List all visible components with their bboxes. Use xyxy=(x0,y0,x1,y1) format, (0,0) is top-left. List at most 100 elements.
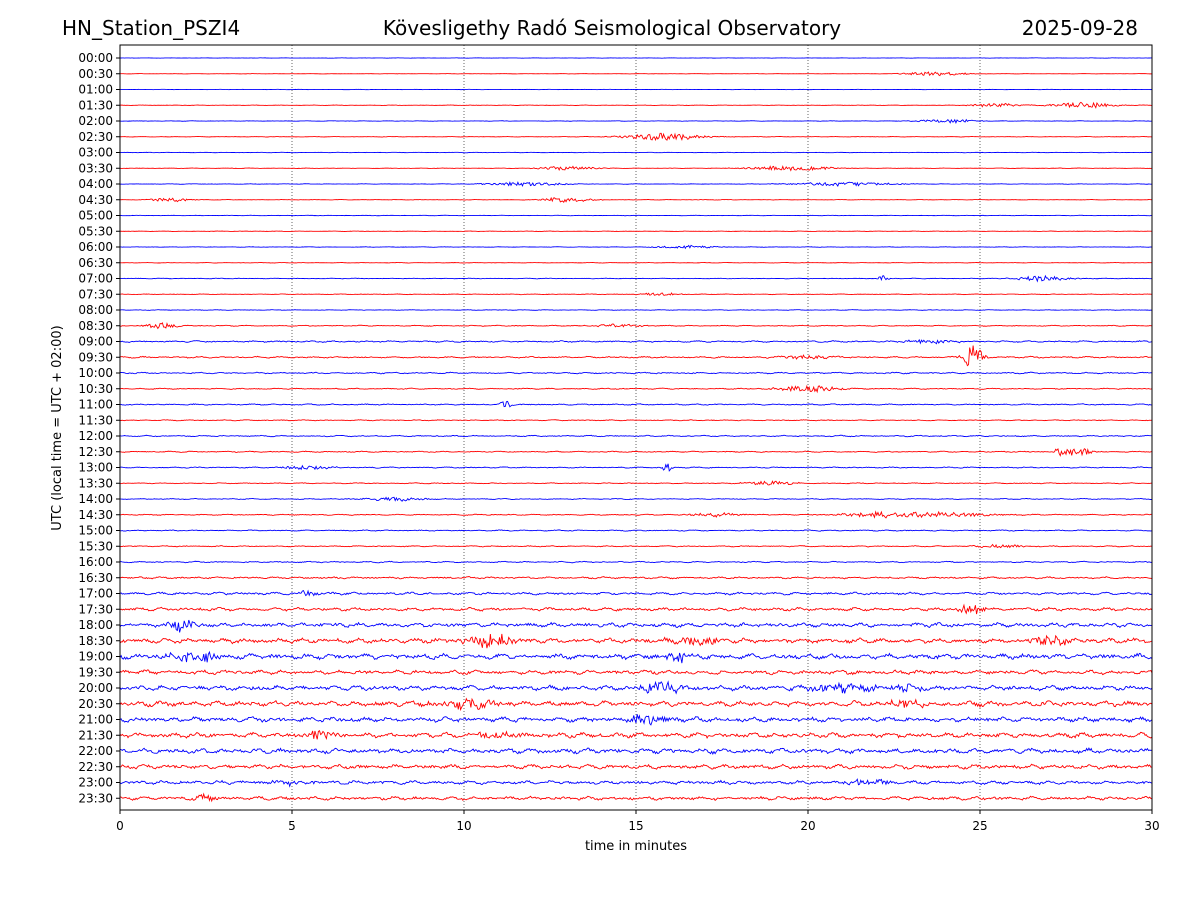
y-axis-label: UTC (local time = UTC + 02:00) xyxy=(50,325,65,530)
y-tick-label: 02:30 xyxy=(78,130,113,144)
y-tick-label: 09:30 xyxy=(78,350,113,364)
x-tick-label: 15 xyxy=(628,819,643,833)
y-tick-label: 11:00 xyxy=(78,398,113,412)
y-tick-label: 15:30 xyxy=(78,539,113,553)
trace-0830 xyxy=(119,322,1153,330)
x-axis-label: time in minutes xyxy=(585,839,687,854)
y-tick-label: 10:30 xyxy=(78,382,113,396)
x-tick-label: 5 xyxy=(288,819,296,833)
y-tick-label: 10:00 xyxy=(78,366,113,380)
y-tick-label: 09:00 xyxy=(78,335,113,349)
y-tick-label: 19:00 xyxy=(78,650,113,664)
trace-2330 xyxy=(119,792,1153,803)
y-tick-label: 20:30 xyxy=(78,697,113,711)
x-tick-label: 30 xyxy=(1144,819,1159,833)
trace-1200 xyxy=(119,434,1153,438)
y-tick-label: 08:00 xyxy=(78,303,113,317)
trace-1700 xyxy=(119,589,1153,597)
trace-0730 xyxy=(119,292,1153,296)
x-tick-label: 20 xyxy=(800,819,815,833)
trace-0700 xyxy=(119,274,1153,283)
trace-0200 xyxy=(119,118,1153,124)
y-tick-label: 01:00 xyxy=(78,83,113,97)
y-tick-label: 12:00 xyxy=(78,429,113,443)
y-tick-label: 01:30 xyxy=(78,98,113,112)
y-tick-label: 19:30 xyxy=(78,665,113,679)
trace-2030 xyxy=(119,697,1153,712)
trace-1930 xyxy=(119,669,1153,676)
trace-2200 xyxy=(119,747,1153,756)
y-tick-label: 11:30 xyxy=(78,413,113,427)
trace-1230 xyxy=(119,447,1153,457)
trace-0800 xyxy=(119,309,1153,311)
x-axis-ticks: 0 5 10 15 20 25 30 xyxy=(116,810,1160,833)
observatory-title: Kövesligethy Radó Seismological Observat… xyxy=(382,16,842,40)
trace-0500 xyxy=(119,214,1153,217)
trace-2300 xyxy=(119,778,1153,788)
trace-1000 xyxy=(119,371,1153,375)
trace-0900 xyxy=(119,338,1153,345)
y-tick-label: 00:30 xyxy=(78,67,113,81)
y-tick-label: 20:00 xyxy=(78,681,113,695)
station-name: HN_Station_PSZI4 xyxy=(62,16,241,40)
y-tick-label: 03:00 xyxy=(78,146,113,160)
y-tick-label: 08:30 xyxy=(78,319,113,333)
y-tick-label: 14:00 xyxy=(78,492,113,506)
y-tick-label: 17:00 xyxy=(78,587,113,601)
y-tick-label: 22:30 xyxy=(78,760,113,774)
trace-0930 xyxy=(119,345,1153,367)
y-tick-label: 04:30 xyxy=(78,193,113,207)
y-tick-label: 12:30 xyxy=(78,445,113,459)
y-tick-label: 15:00 xyxy=(78,524,113,538)
y-tick-label: 07:30 xyxy=(78,287,113,301)
y-tick-label: 17:30 xyxy=(78,602,113,616)
trace-1300 xyxy=(119,463,1153,472)
trace-1130 xyxy=(119,419,1153,422)
seismogram-traces xyxy=(119,57,1153,803)
y-tick-label: 21:00 xyxy=(78,713,113,727)
x-tick-label: 10 xyxy=(456,819,471,833)
trace-0430 xyxy=(119,196,1153,204)
trace-1100 xyxy=(119,400,1153,408)
y-tick-label: 00:00 xyxy=(78,51,113,65)
trace-0530 xyxy=(119,230,1153,233)
trace-1800 xyxy=(119,619,1153,633)
trace-1530 xyxy=(119,543,1153,549)
trace-0130 xyxy=(119,101,1153,109)
y-tick-label: 22:00 xyxy=(78,744,113,758)
trace-1330 xyxy=(119,480,1153,486)
y-tick-label: 18:00 xyxy=(78,618,113,632)
x-tick-label: 25 xyxy=(972,819,987,833)
trace-0600 xyxy=(119,244,1153,250)
y-tick-label: 23:00 xyxy=(78,776,113,790)
trace-0400 xyxy=(119,181,1153,187)
trace-1500 xyxy=(119,529,1153,532)
y-tick-label: 06:30 xyxy=(78,256,113,270)
y-tick-label: 04:00 xyxy=(78,177,113,191)
y-tick-label: 16:00 xyxy=(78,555,113,569)
trace-2000 xyxy=(119,680,1153,695)
trace-1900 xyxy=(119,650,1153,664)
y-tick-label: 05:30 xyxy=(78,224,113,238)
y-tick-label: 07:00 xyxy=(78,272,113,286)
trace-0630 xyxy=(119,262,1152,264)
plot-date: 2025-09-28 xyxy=(1021,16,1138,40)
trace-2230 xyxy=(119,763,1153,770)
y-tick-label: 23:30 xyxy=(78,791,113,805)
trace-1630 xyxy=(119,576,1153,580)
y-tick-label: 05:00 xyxy=(78,209,113,223)
trace-0330 xyxy=(119,165,1153,172)
y-tick-label: 13:30 xyxy=(78,476,113,490)
trace-1730 xyxy=(119,603,1153,615)
y-tick-label: 02:00 xyxy=(78,114,113,128)
y-tick-label: 16:30 xyxy=(78,571,113,585)
trace-0230 xyxy=(119,132,1153,142)
y-tick-label: 06:00 xyxy=(78,240,113,254)
trace-1600 xyxy=(119,560,1153,564)
trace-2100 xyxy=(119,714,1153,726)
trace-1830 xyxy=(119,633,1153,649)
y-tick-label: 13:00 xyxy=(78,461,113,475)
trace-0030 xyxy=(119,71,1153,77)
